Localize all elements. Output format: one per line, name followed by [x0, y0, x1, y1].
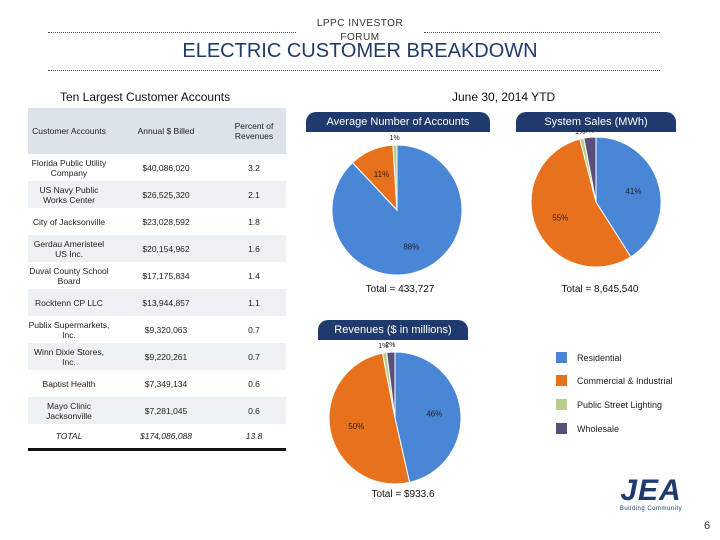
pie-slice-street-lighting [392, 144, 398, 211]
pie-label-commercial: 55% [552, 213, 568, 222]
page-number: 6 [704, 520, 711, 532]
header-billed: Annual $ Billed [110, 108, 222, 154]
table-header-row: Customer Accounts Annual $ Billed Percen… [28, 108, 286, 154]
annual-billed: $7,349,134 [144, 378, 188, 389]
chart-total-revenues: Total = $933.6 [371, 489, 435, 500]
header-divider-right [424, 32, 660, 33]
logo-mark: JEA [620, 474, 682, 507]
table-row: Winn Dixie Stores, Inc. $9,220,261 0.7 [28, 343, 286, 370]
chart-title-sales: System Sales (MWh) [516, 112, 676, 132]
legend-swatch [556, 375, 567, 386]
pie-slice-wholesale [583, 136, 597, 203]
pie-label-wholesale: 3% [584, 130, 594, 134]
header-divider-left [48, 32, 296, 33]
annual-billed: $40,086,020 [142, 162, 190, 173]
pie-slice-residential [394, 351, 462, 483]
jea-logo: JEA Building Community [606, 474, 696, 513]
page-title: ELECTRIC CUSTOMER BREAKDOWN [182, 40, 538, 62]
legend-swatch [556, 423, 567, 434]
chart-title-revenues: Revenues ($ in millions) [318, 320, 468, 340]
percent-revenue: 0.7 [248, 324, 260, 335]
customer-name: Mayo Clinic Jacksonville [28, 397, 110, 424]
table-row: Rocktenn CP LLC $13,944,857 1.1 [28, 289, 286, 316]
header-percent: Percent of Revenues [222, 108, 286, 154]
accounts-table: Customer Accounts Annual $ Billed Percen… [28, 108, 286, 451]
annual-billed: $17,175,834 [142, 270, 190, 281]
customer-name: Rocktenn CP LLC [28, 289, 110, 316]
customer-name: Duval County School Board [29, 265, 109, 286]
table-total-row: TOTAL $174,086,088 13.8 [28, 424, 286, 451]
legend-swatch [556, 352, 567, 363]
total-percent: 13.8 [222, 424, 286, 451]
total-label: TOTAL [28, 424, 110, 451]
annual-billed: $23,028,592 [142, 216, 190, 227]
customer-name: Gerdau Ameristeel US Inc. [28, 235, 110, 262]
pie-label-street-lighting: 1% [378, 343, 388, 350]
table-row: Gerdau Ameristeel US Inc. $20,154,962 1.6 [28, 235, 286, 262]
pie-slice-commercial [530, 138, 632, 268]
table-row: Publix Supermarkets, Inc. $9,320,063 0.7 [28, 316, 286, 343]
customer-name: Publix Supermarkets, Inc. [28, 319, 110, 340]
annual-billed: $20,154,962 [110, 235, 222, 262]
percent-revenue: 0.7 [222, 343, 286, 370]
customer-name: City of Jacksonville [32, 216, 106, 227]
pie-chart-accounts: 88% 11% 1% [331, 135, 463, 276]
customer-name: Winn Dixie Stores, Inc. [28, 343, 110, 370]
pie-label-residential: 46% [426, 410, 442, 419]
total-billed: $174,086,088 [110, 424, 222, 451]
pie-label-residential: 88% [403, 242, 419, 251]
table-row: US Navy Public Works Center $26,525,320 2.… [28, 181, 286, 208]
pie-label-wholesale: 2% [385, 342, 395, 349]
left-section-title: Ten Largest Customer Accounts [60, 90, 231, 104]
pie-chart-sales: 41% 55% 1%3% [530, 130, 662, 268]
annual-billed: $26,525,320 [110, 181, 222, 208]
table-row: Florida Public Utility Company $40,086,02… [28, 154, 286, 181]
pie-chart-revenues: 46% 50% 1%2% [328, 342, 462, 485]
percent-revenue: 2.1 [222, 181, 286, 208]
legend-item-residential: Residential [556, 352, 622, 363]
pie-label-commercial: 50% [348, 422, 364, 431]
customer-name: Baptist Health [42, 378, 96, 389]
forum-label: LPPC INVESTOR FORUM [316, 18, 404, 43]
annual-billed: $9,320,063 [144, 324, 188, 335]
percent-revenue: 1.8 [248, 216, 260, 227]
legend-label: Wholesale [577, 423, 620, 434]
pie-label-commercial: 11% [374, 170, 389, 179]
title-divider [48, 70, 660, 71]
percent-revenue: 3.2 [248, 162, 260, 173]
logo-tagline: Building Community [619, 506, 683, 512]
pie-slice-commercial [328, 352, 411, 485]
annual-billed: $7,281,045 [110, 397, 222, 424]
percent-revenue: 0.6 [248, 378, 260, 389]
percent-revenue: 1.4 [248, 270, 260, 281]
pie-label-residential: 41% [625, 187, 641, 196]
percent-revenue: 1.1 [222, 289, 286, 316]
pie-label-street-lighting: 1% [390, 135, 400, 142]
table-row: Baptist Health $7,349,134 0.6 [28, 370, 286, 397]
table-row: Duval County School Board $17,175,834 1.4 [28, 262, 286, 289]
legend-item-wholesale: Wholesale [556, 423, 619, 434]
annual-billed: $9,220,261 [110, 343, 222, 370]
legend-item-commercial: Commercial & Industrial [556, 375, 673, 386]
right-section-title: June 30, 2014 YTD [452, 90, 556, 104]
legend-label: Public Street Lighting [577, 399, 663, 410]
header-customer: Customer Accounts [28, 108, 110, 154]
customer-name: Florida Public Utility Company [31, 157, 107, 178]
percent-revenue: 1.6 [222, 235, 286, 262]
legend-swatch [556, 399, 567, 410]
chart-total-accounts: Total = 433,727 [365, 284, 435, 295]
legend-label: Residential [577, 352, 622, 363]
table-row: Mayo Clinic Jacksonville $7,281,045 0.6 [28, 397, 286, 424]
legend-label: Commercial & Industrial [577, 375, 673, 386]
customer-name: US Navy Public Works Center [28, 181, 110, 208]
table-row: City of Jacksonville $23,028,592 1.8 [28, 208, 286, 235]
percent-revenue: 0.6 [222, 397, 286, 424]
pie-slice-wholesale [386, 351, 396, 419]
chart-title-accounts: Average Number of Accounts [306, 112, 490, 132]
chart-total-sales: Total = 8,645,540 [561, 284, 639, 295]
annual-billed: $13,944,857 [110, 289, 222, 316]
pie-label-street-lighting: 1% [575, 130, 585, 136]
legend-item-street-lighting: Public Street Lighting [556, 399, 662, 410]
